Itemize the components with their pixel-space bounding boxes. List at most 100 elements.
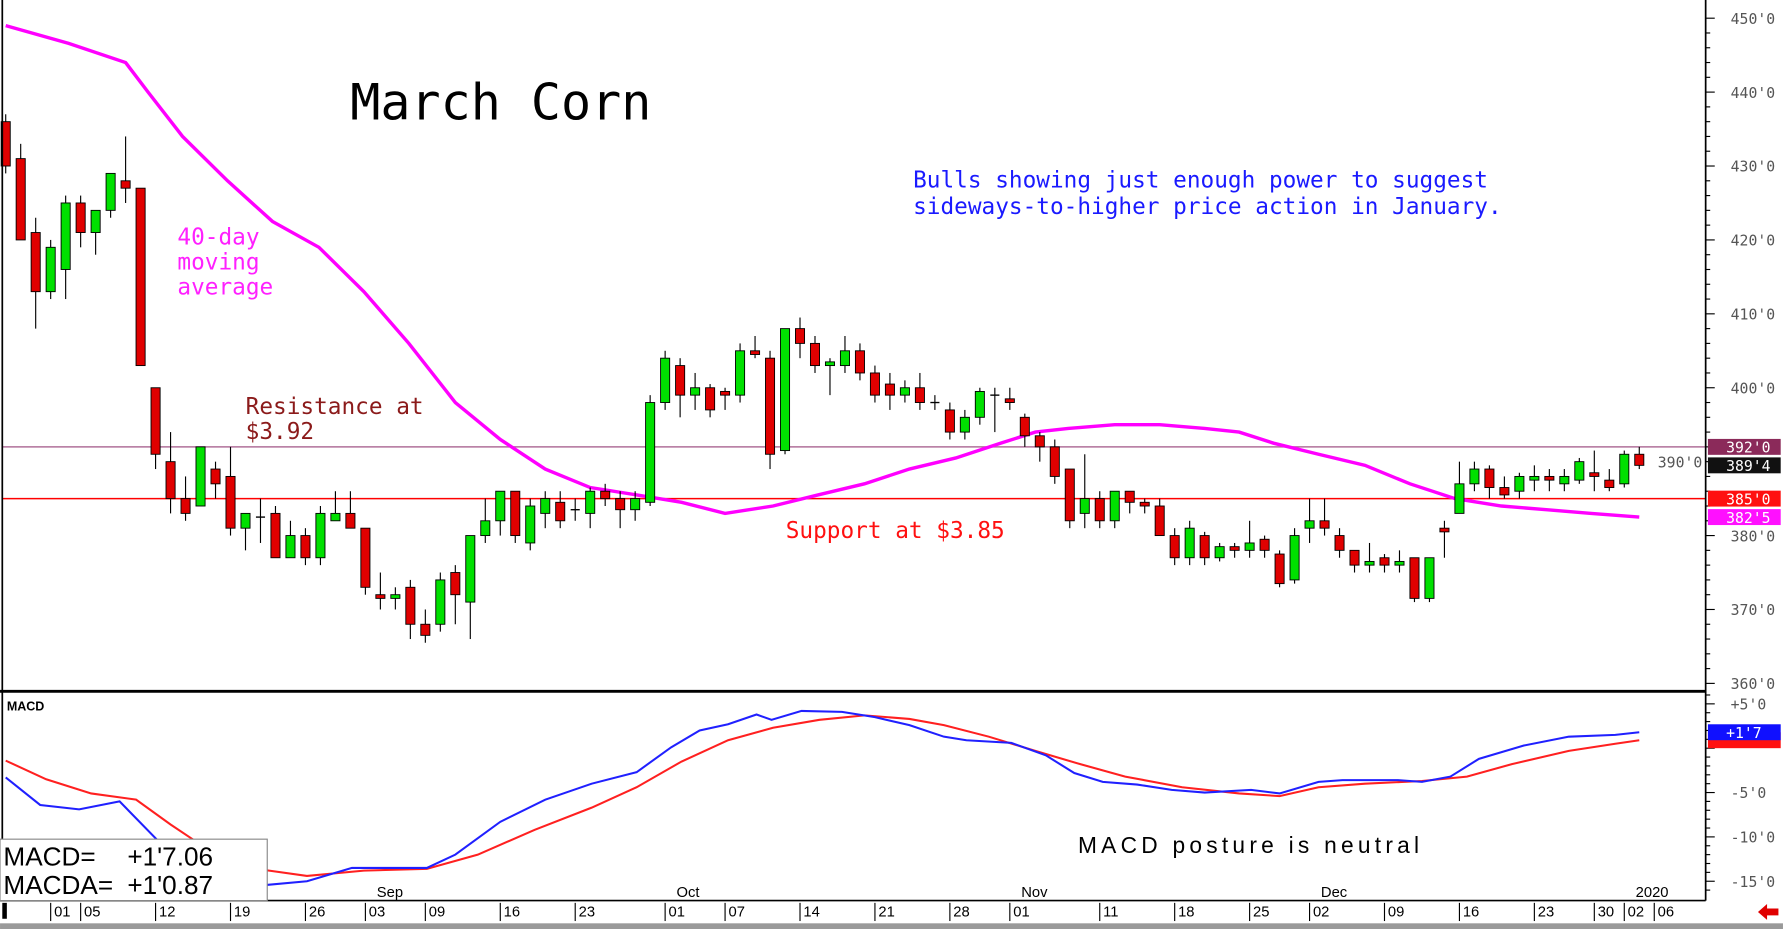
candle	[210, 461, 221, 499]
candle	[944, 402, 955, 440]
candle	[1169, 528, 1180, 566]
date-tick-label: 01	[54, 904, 70, 920]
macd-tick-label: -15'0	[1731, 874, 1775, 891]
candle	[869, 365, 880, 403]
candle-body-up	[1559, 475, 1570, 485]
candle-body-up	[1529, 475, 1540, 481]
candle-body-down	[180, 498, 191, 514]
candle-body-down	[1169, 535, 1180, 559]
candle-body-down	[705, 387, 716, 411]
price-tick-label: 440'0	[1731, 85, 1775, 102]
candle-body-up	[1619, 453, 1630, 485]
candle	[225, 446, 236, 536]
candle-body-down	[795, 328, 806, 344]
candle	[705, 384, 716, 418]
candle	[1064, 468, 1075, 529]
candle-body-up	[315, 512, 326, 559]
candle	[315, 506, 326, 566]
candle	[930, 395, 940, 410]
candle	[390, 587, 401, 610]
candle-body-down	[1409, 557, 1420, 599]
date-tick-label: 25	[1253, 904, 1269, 920]
candle-body-down	[75, 202, 86, 233]
candle-body-down	[869, 372, 880, 396]
candle	[525, 498, 536, 551]
candle-body-down	[1379, 557, 1390, 566]
candle-body-down	[135, 187, 146, 367]
candle-body-up	[660, 357, 671, 403]
candle	[1289, 528, 1300, 584]
candle-body-down	[675, 365, 686, 396]
candle-body-up	[959, 416, 970, 433]
candle	[0, 114, 11, 174]
date-tick-label: 05	[84, 904, 100, 920]
candle	[1559, 469, 1570, 492]
price-marker-label: 385'0	[1726, 491, 1770, 508]
candle-body-up	[1214, 546, 1225, 559]
candle-body-down	[1349, 549, 1360, 566]
candles	[0, 114, 1645, 643]
macd-tick-label: -5'0	[1731, 785, 1767, 802]
support-label: Support at $3.85	[786, 518, 1005, 544]
date-tick-label: 01	[1013, 904, 1029, 920]
candle-body-down	[1034, 435, 1045, 448]
ma-label-line2: moving	[177, 249, 259, 275]
candle	[1139, 498, 1150, 514]
candle-body-up	[60, 202, 71, 270]
candle-body-up	[1304, 520, 1315, 529]
candle	[1469, 461, 1480, 492]
candle	[795, 317, 806, 359]
candle	[75, 195, 86, 248]
candle	[1079, 454, 1090, 529]
price-marker-bg	[1707, 509, 1781, 526]
candle	[645, 395, 656, 507]
candle	[660, 350, 671, 410]
candle-body-down	[1064, 468, 1075, 522]
candle-body-up	[540, 498, 551, 514]
candle-body-up	[735, 350, 746, 396]
macd-marker-label: +1'7	[1726, 725, 1762, 742]
candle-body-down	[345, 512, 356, 529]
candle	[1019, 413, 1030, 447]
month-label: Dec	[1321, 885, 1347, 901]
date-tick-label: 30	[1598, 904, 1614, 920]
candle	[15, 143, 26, 241]
candle	[90, 209, 101, 255]
date-tick-label: 16	[504, 904, 520, 920]
candle	[1049, 439, 1060, 484]
candle	[345, 491, 356, 529]
price-tick-label: 400'0	[1731, 380, 1775, 397]
candle	[1334, 528, 1345, 558]
candle-body-up	[1469, 468, 1480, 485]
candle	[1349, 549, 1360, 573]
candle-body-down	[270, 512, 281, 559]
scroll-right-arrow-icon[interactable]	[1757, 903, 1779, 920]
candle	[1379, 554, 1390, 573]
candle-body-up	[645, 402, 656, 503]
candle-body-up	[1574, 461, 1585, 481]
candle-body-down	[1589, 472, 1600, 477]
macd-comment: MACD posture is neutral	[1078, 832, 1419, 858]
candle-body-up	[195, 446, 206, 507]
candle-body-down	[809, 342, 820, 367]
candle-body-up	[435, 579, 446, 625]
candle	[630, 491, 641, 521]
candle-body-up	[630, 498, 641, 511]
candle	[675, 358, 686, 418]
date-tick-label: 02	[1628, 904, 1644, 920]
month-label: Nov	[1021, 885, 1048, 901]
candle	[405, 579, 416, 640]
candle	[1034, 432, 1045, 462]
scroll-handle[interactable]	[2, 902, 7, 919]
candle	[1364, 542, 1375, 573]
candle	[1199, 531, 1210, 566]
candle	[1589, 450, 1600, 492]
level-lines	[2, 446, 1706, 500]
candle	[420, 609, 431, 643]
candle	[180, 476, 191, 521]
date-tick-label: 12	[159, 904, 175, 920]
candle-body-down	[1484, 468, 1495, 488]
candle-body-down	[1139, 501, 1150, 507]
candle-body-up	[1454, 483, 1465, 514]
candle	[990, 387, 1000, 433]
